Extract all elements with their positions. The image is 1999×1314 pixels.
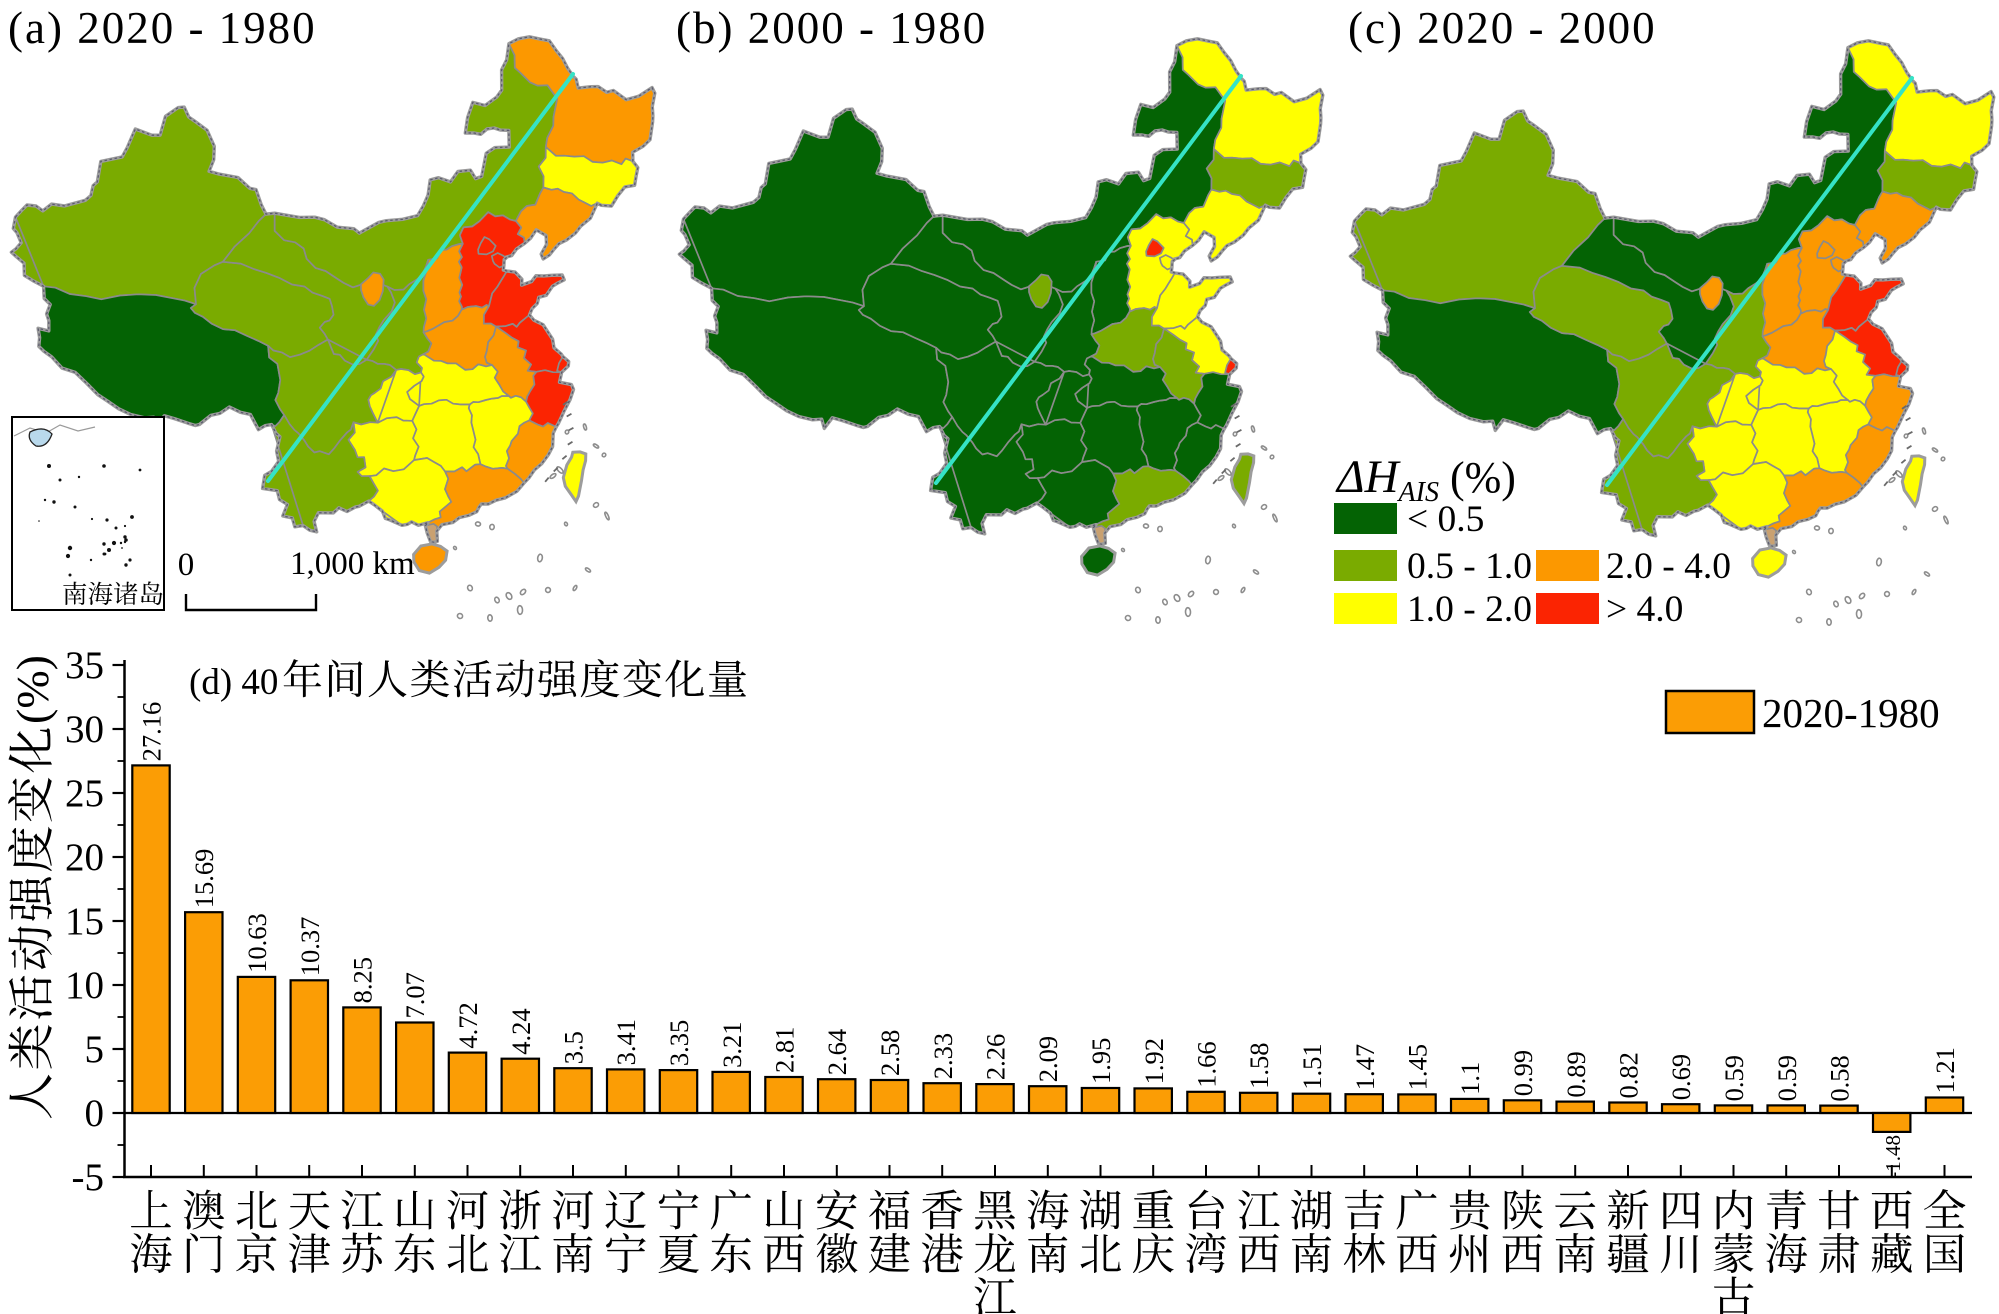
svg-text:2.26: 2.26 — [981, 1034, 1011, 1080]
svg-text:-1.48: -1.48 — [1881, 1135, 1905, 1179]
svg-text:< 0.5: < 0.5 — [1407, 499, 1484, 540]
svg-text:1.0 - 2.0: 1.0 - 2.0 — [1407, 589, 1532, 630]
svg-text:3.5: 3.5 — [559, 1031, 589, 1064]
svg-text:8.25: 8.25 — [348, 957, 378, 1003]
svg-text:4.24: 4.24 — [506, 1008, 536, 1054]
svg-text:25: 25 — [65, 772, 104, 815]
svg-text:0: 0 — [178, 547, 195, 583]
svg-text:2.33: 2.33 — [928, 1033, 958, 1079]
svg-text:(%): (%) — [7, 655, 58, 724]
svg-text:1.51: 1.51 — [1297, 1043, 1327, 1089]
svg-text:30: 30 — [65, 708, 104, 751]
svg-text:0.59: 0.59 — [1772, 1055, 1802, 1101]
svg-text:0.82: 0.82 — [1614, 1052, 1644, 1098]
svg-text:0.5 - 1.0: 0.5 - 1.0 — [1407, 546, 1532, 587]
svg-text:1.21: 1.21 — [1930, 1047, 1960, 1093]
svg-text:2020-1980: 2020-1980 — [1762, 690, 1940, 736]
svg-text:0.58: 0.58 — [1825, 1055, 1855, 1101]
svg-text:1.92: 1.92 — [1139, 1038, 1169, 1084]
svg-text:1.45: 1.45 — [1403, 1044, 1433, 1090]
svg-text:-5: -5 — [72, 1156, 105, 1199]
svg-text:> 4.0: > 4.0 — [1606, 589, 1683, 630]
svg-text:7.07: 7.07 — [400, 972, 430, 1018]
svg-text:1,000 km: 1,000 km — [290, 546, 415, 582]
svg-text:2.0 - 4.0: 2.0 - 4.0 — [1606, 546, 1731, 587]
svg-text:(b) 2000 - 1980: (b) 2000 - 1980 — [676, 3, 987, 53]
svg-text:10.37: 10.37 — [295, 917, 325, 977]
svg-text:1.58: 1.58 — [1244, 1042, 1274, 1088]
svg-text:2.09: 2.09 — [1033, 1036, 1063, 1082]
svg-text:1.1: 1.1 — [1455, 1062, 1485, 1095]
svg-text:15: 15 — [65, 900, 104, 943]
svg-text:0: 0 — [85, 1092, 105, 1135]
svg-text:5: 5 — [85, 1028, 105, 1071]
svg-text:0.89: 0.89 — [1561, 1051, 1591, 1097]
svg-text:35: 35 — [65, 644, 104, 687]
svg-text:2.81: 2.81 — [770, 1027, 800, 1073]
svg-text:(d) 40: (d) 40 — [189, 662, 278, 703]
svg-text:0.69: 0.69 — [1666, 1054, 1696, 1100]
svg-text:3.41: 3.41 — [611, 1019, 641, 1065]
svg-text:0.99: 0.99 — [1508, 1050, 1538, 1096]
svg-text:2.58: 2.58 — [875, 1030, 905, 1076]
svg-text:27.16: 27.16 — [137, 702, 167, 762]
svg-text:10.63: 10.63 — [242, 913, 272, 973]
svg-text:20: 20 — [65, 836, 104, 879]
svg-text:1.47: 1.47 — [1350, 1044, 1380, 1090]
svg-text:1.95: 1.95 — [1086, 1038, 1116, 1084]
svg-text:2.64: 2.64 — [822, 1029, 852, 1075]
svg-text:3.35: 3.35 — [664, 1020, 694, 1066]
svg-text:ΔHAIS (%): ΔHAIS (%) — [1335, 451, 1516, 508]
svg-text:4.72: 4.72 — [453, 1002, 483, 1048]
svg-text:(a) 2020 - 1980: (a) 2020 - 1980 — [8, 3, 317, 53]
svg-text:15.69: 15.69 — [189, 849, 219, 909]
svg-text:(c) 2020 - 2000: (c) 2020 - 2000 — [1348, 3, 1657, 53]
svg-text:10: 10 — [65, 964, 104, 1007]
svg-text:0.59: 0.59 — [1719, 1055, 1749, 1101]
svg-text:3.21: 3.21 — [717, 1022, 747, 1068]
svg-text:1.66: 1.66 — [1192, 1041, 1222, 1087]
